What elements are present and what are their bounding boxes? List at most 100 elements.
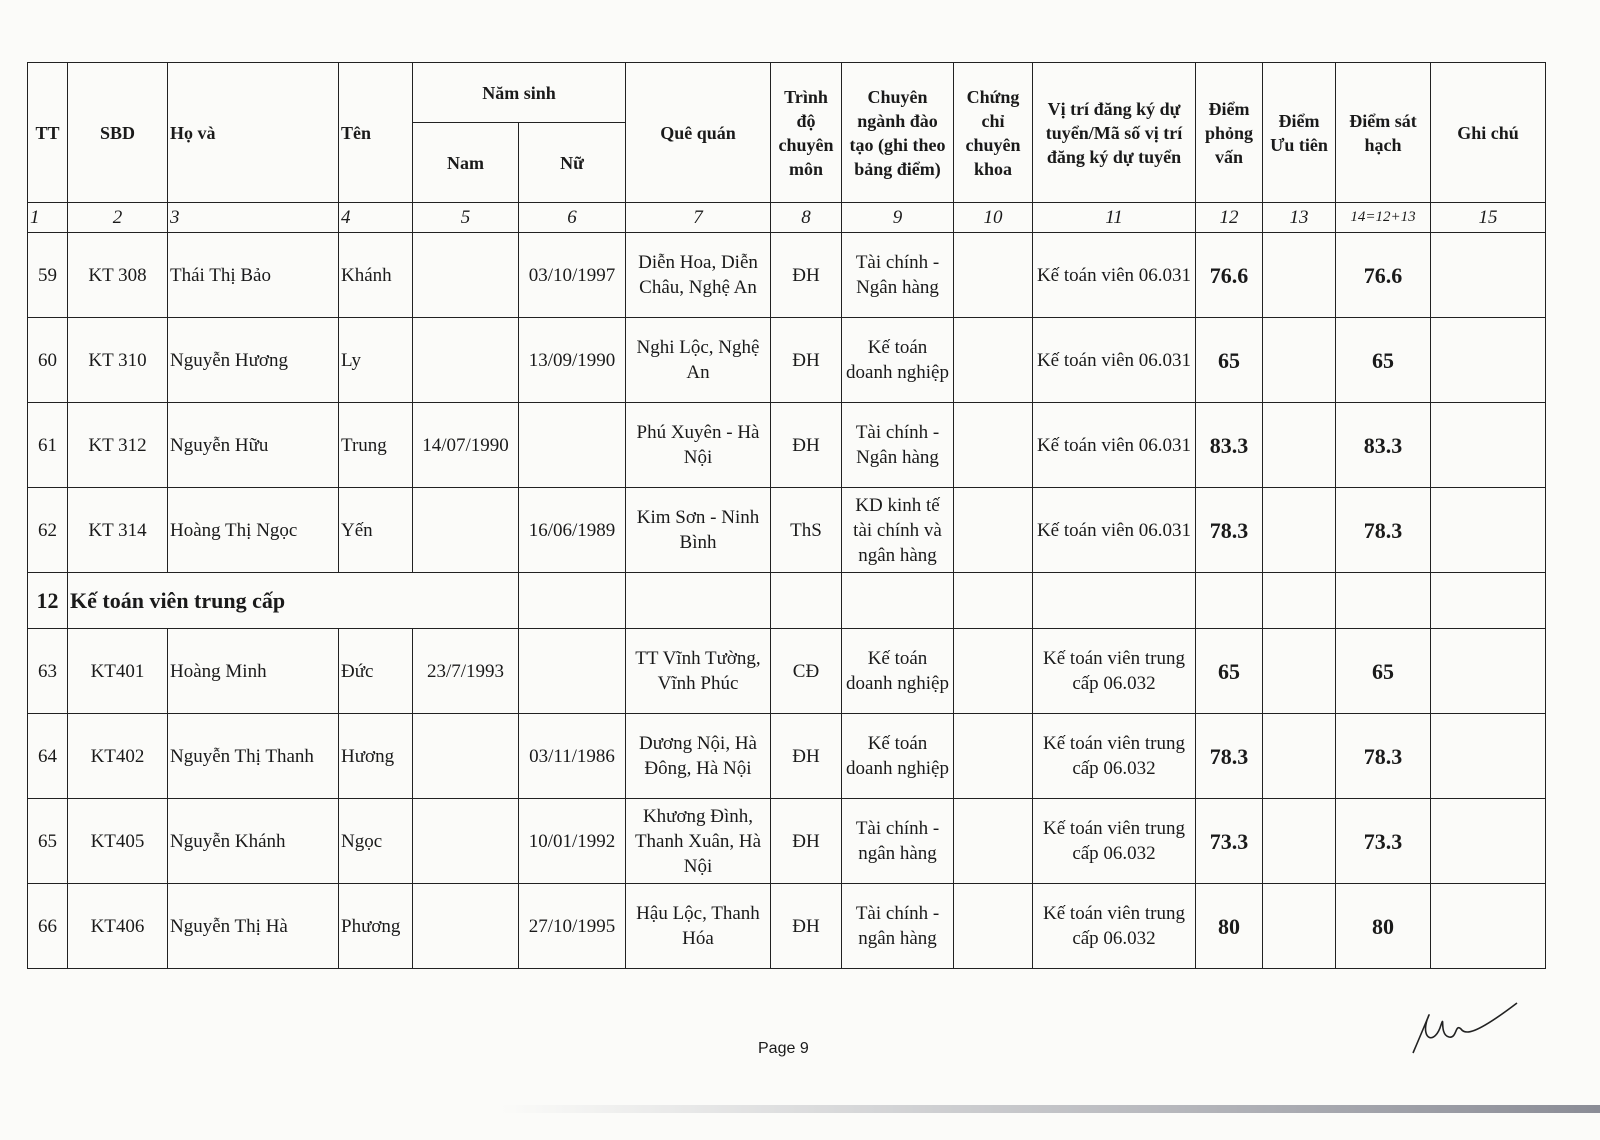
- cell-sbd: KT 314: [67, 487, 168, 573]
- cell-cn: Kế toán doanh nghiệp: [841, 628, 954, 714]
- cell-ho: Nguyễn Khánh: [167, 798, 339, 884]
- table-row: 62 KT 314 Hoàng Thị Ngọc Yến 16/06/1989 Kim S…: [27, 487, 1546, 573]
- header-que-quan: Quê quán: [625, 62, 771, 203]
- column-number: 13: [1262, 202, 1336, 233]
- cell-cn: Kế toán doanh nghiệp: [841, 713, 954, 799]
- cell-ut: [1262, 402, 1336, 488]
- header-nu: Nữ: [518, 122, 626, 203]
- cell-td: ĐH: [770, 883, 842, 969]
- cell-vt: Kế toán viên 06.031: [1032, 232, 1196, 318]
- cell-ho: Thái Thị Bảo: [167, 232, 339, 318]
- cell-gc: [1430, 232, 1546, 318]
- column-number-row: 1 2 3 4 5 6 7 8 9 10 11 12 13 14=12+13 15: [27, 202, 1546, 233]
- cell-ut: [1262, 713, 1336, 799]
- cell-pv: 80: [1195, 883, 1263, 969]
- table-row: 64 KT402 Nguyễn Thị Thanh Hương 03/11/1986 Dư…: [27, 713, 1546, 799]
- cell-pv: 76.6: [1195, 232, 1263, 318]
- cell-vt: Kế toán viên trung cấp 06.032: [1032, 798, 1196, 884]
- cell-nam: 23/7/1993: [412, 628, 519, 714]
- cell-cn: Tài chính - ngân hàng: [841, 798, 954, 884]
- cell-ten: Ly: [338, 317, 413, 403]
- header-nam: Nam: [412, 122, 519, 203]
- cell-sh: 76.6: [1335, 232, 1431, 318]
- section-empty-cell: [518, 572, 626, 629]
- header-diem-phong-van: Điểm phỏng vấn: [1195, 62, 1263, 203]
- section-empty-cell: [841, 572, 954, 629]
- cell-pv: 65: [1195, 628, 1263, 714]
- cell-pv: 83.3: [1195, 402, 1263, 488]
- cell-gc: [1430, 402, 1546, 488]
- cell-nu: [518, 628, 626, 714]
- cell-nam: [412, 487, 519, 573]
- section-empty-cell: [1430, 572, 1546, 629]
- cell-nu: 13/09/1990: [518, 317, 626, 403]
- cell-cn: KD kinh tế tài chính và ngân hàng: [841, 487, 954, 573]
- column-number: 12: [1195, 202, 1263, 233]
- cell-ut: [1262, 883, 1336, 969]
- cell-gc: [1430, 798, 1546, 884]
- cell-cc: [953, 713, 1033, 799]
- cell-td: ĐH: [770, 798, 842, 884]
- column-number: 2: [67, 202, 168, 233]
- cell-cc: [953, 883, 1033, 969]
- cell-ho: Nguyễn Hữu: [167, 402, 339, 488]
- cell-vt: Kế toán viên trung cấp 06.032: [1032, 628, 1196, 714]
- cell-sh: 83.3: [1335, 402, 1431, 488]
- column-number: 9: [841, 202, 954, 233]
- cell-td: ĐH: [770, 317, 842, 403]
- cell-nam: [412, 317, 519, 403]
- table-row: 65 KT405 Nguyễn Khánh Ngọc 10/01/1992 Khương …: [27, 798, 1546, 884]
- header-tt: TT: [27, 62, 68, 203]
- cell-ho: Nguyễn Thị Hà: [167, 883, 339, 969]
- cell-ten: Trung: [338, 402, 413, 488]
- cell-sbd: KT 312: [67, 402, 168, 488]
- cell-vt: Kế toán viên 06.031: [1032, 487, 1196, 573]
- header-trinh-do: Trình độ chuyên môn: [770, 62, 842, 203]
- cell-ten: Ngọc: [338, 798, 413, 884]
- scan-edge: [500, 1105, 1600, 1113]
- cell-cn: Tài chính - Ngân hàng: [841, 232, 954, 318]
- cell-sh: 78.3: [1335, 487, 1431, 573]
- table-body: 1 2 3 4 5 6 7 8 9 10 11 12 13 14=12+13 15 59 KT 308 Thái …: [27, 202, 1546, 969]
- header-chuyen-nganh: Chuyên ngành đào tạo (ghi theo bảng điểm…: [841, 62, 954, 203]
- cell-ho: Hoàng Minh: [167, 628, 339, 714]
- header-chung-chi: Chứng chỉ chuyên khoa: [953, 62, 1033, 203]
- cell-tt: 60: [27, 317, 68, 403]
- cell-ho: Hoàng Thị Ngọc: [167, 487, 339, 573]
- cell-sbd: KT401: [67, 628, 168, 714]
- table-row: 59 KT 308 Thái Thị Bảo Khánh 03/10/1997 Diễn …: [27, 232, 1546, 318]
- cell-cc: [953, 402, 1033, 488]
- column-number: 11: [1032, 202, 1196, 233]
- cell-pv: 65: [1195, 317, 1263, 403]
- cell-que: Kim Sơn - Ninh Bình: [625, 487, 771, 573]
- cell-gc: [1430, 713, 1546, 799]
- cell-que: Nghi Lộc, Nghệ An: [625, 317, 771, 403]
- page-number: Page 9: [758, 1040, 809, 1057]
- cell-sh: 65: [1335, 317, 1431, 403]
- cell-cn: Tài chính - ngân hàng: [841, 883, 954, 969]
- section-number: 12: [27, 572, 68, 629]
- cell-ut: [1262, 798, 1336, 884]
- cell-ut: [1262, 232, 1336, 318]
- header-diem-sat-hach: Điểm sát hạch: [1335, 62, 1431, 203]
- cell-nu: 03/10/1997: [518, 232, 626, 318]
- column-number: 7: [625, 202, 771, 233]
- cell-cc: [953, 232, 1033, 318]
- cell-nu: [518, 402, 626, 488]
- cell-sbd: KT405: [67, 798, 168, 884]
- header-ten: Tên: [338, 62, 413, 203]
- cell-gc: [1430, 317, 1546, 403]
- cell-nam: [412, 713, 519, 799]
- cell-sh: 80: [1335, 883, 1431, 969]
- cell-sh: 65: [1335, 628, 1431, 714]
- cell-nu: 16/06/1989: [518, 487, 626, 573]
- cell-nam: [412, 798, 519, 884]
- section-title: Kế toán viên trung cấp: [67, 572, 519, 629]
- cell-ho: Nguyễn Hương: [167, 317, 339, 403]
- cell-tt: 65: [27, 798, 68, 884]
- cell-tt: 62: [27, 487, 68, 573]
- header-diem-uu-tien: Điểm Ưu tiên: [1262, 62, 1336, 203]
- cell-que: Phú Xuyên - Hà Nội: [625, 402, 771, 488]
- cell-tt: 63: [27, 628, 68, 714]
- cell-cn: Tài chính - Ngân hàng: [841, 402, 954, 488]
